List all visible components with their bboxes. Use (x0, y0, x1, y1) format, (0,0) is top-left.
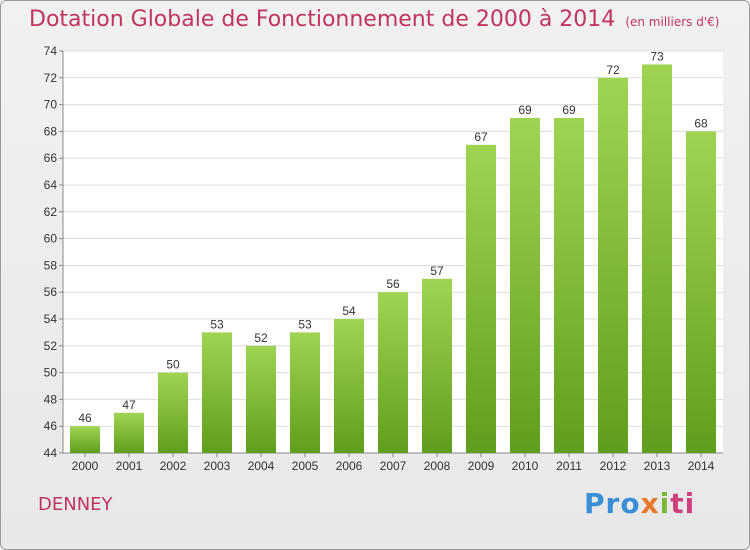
logo-part-2: x (640, 487, 660, 520)
data-label: 53 (298, 317, 312, 331)
y-tick-label: 60 (44, 232, 58, 246)
y-tick-label: 74 (44, 44, 58, 58)
data-label: 69 (562, 103, 576, 117)
data-label: 72 (606, 63, 620, 77)
y-tick-label: 46 (44, 419, 58, 433)
x-tick-label: 2004 (248, 459, 275, 473)
y-tick-label: 56 (44, 285, 58, 299)
bar (422, 278, 452, 453)
x-tick-label: 2011 (556, 459, 582, 473)
chart-title-text: Dotation Globale de Fonctionnement de 20… (29, 7, 616, 32)
bar (70, 426, 100, 453)
y-tick-label: 48 (44, 392, 58, 406)
x-tick-label: 2010 (512, 459, 539, 473)
x-tick-label: 2003 (204, 459, 231, 473)
data-label: 50 (166, 358, 180, 372)
y-tick-label: 64 (44, 178, 58, 192)
y-tick-label: 58 (44, 258, 58, 272)
data-label: 56 (386, 277, 400, 291)
bar (598, 77, 628, 454)
data-label: 73 (650, 49, 664, 63)
bar (202, 332, 232, 453)
data-label: 57 (430, 264, 444, 278)
y-tick-label: 52 (44, 339, 58, 353)
x-tick-label: 2007 (380, 459, 407, 473)
data-label: 52 (254, 331, 268, 345)
y-tick-label: 68 (44, 124, 58, 138)
chart-subtitle: (en milliers d'€) (625, 15, 720, 29)
proxiti-logo: Proxiti (584, 487, 695, 520)
data-label: 53 (210, 317, 224, 331)
data-label: 54 (342, 304, 356, 318)
bar (554, 118, 584, 453)
x-tick-label: 2001 (116, 459, 143, 473)
x-tick-label: 2013 (644, 459, 671, 473)
x-tick-label: 2012 (600, 459, 627, 473)
data-label: 47 (122, 398, 136, 412)
x-tick-label: 2008 (424, 459, 451, 473)
bar (510, 118, 540, 453)
logo-part-4: ti (670, 487, 696, 520)
y-tick-label: 70 (44, 98, 58, 112)
x-tick-label: 2006 (336, 459, 363, 473)
bar (378, 292, 408, 453)
bar (642, 64, 672, 454)
bar (246, 345, 276, 453)
y-tick-label: 62 (44, 205, 58, 219)
y-tick-label: 44 (44, 446, 58, 460)
y-tick-label: 50 (44, 366, 58, 380)
bar (158, 372, 188, 453)
y-tick-label: 72 (44, 71, 58, 85)
bar (686, 131, 716, 453)
bar (334, 319, 364, 453)
x-tick-label: 2009 (468, 459, 495, 473)
y-tick-label: 54 (44, 312, 58, 326)
bar (466, 144, 496, 454)
logo-part-3: i (659, 487, 671, 520)
chart-title: Dotation Globale de Fonctionnement de 20… (29, 7, 719, 32)
x-tick-label: 2002 (160, 459, 187, 473)
data-label: 67 (474, 130, 488, 144)
bar (114, 412, 144, 453)
data-label: 46 (78, 411, 92, 425)
data-label: 68 (694, 116, 708, 130)
bar (290, 332, 320, 453)
data-label: 69 (518, 103, 532, 117)
y-tick-label: 66 (44, 151, 58, 165)
commune-name: DENNEY (38, 494, 113, 515)
x-tick-label: 2014 (688, 459, 715, 473)
x-tick-label: 2000 (72, 459, 99, 473)
logo-part-1: Pro (584, 487, 641, 520)
x-tick-label: 2005 (292, 459, 319, 473)
